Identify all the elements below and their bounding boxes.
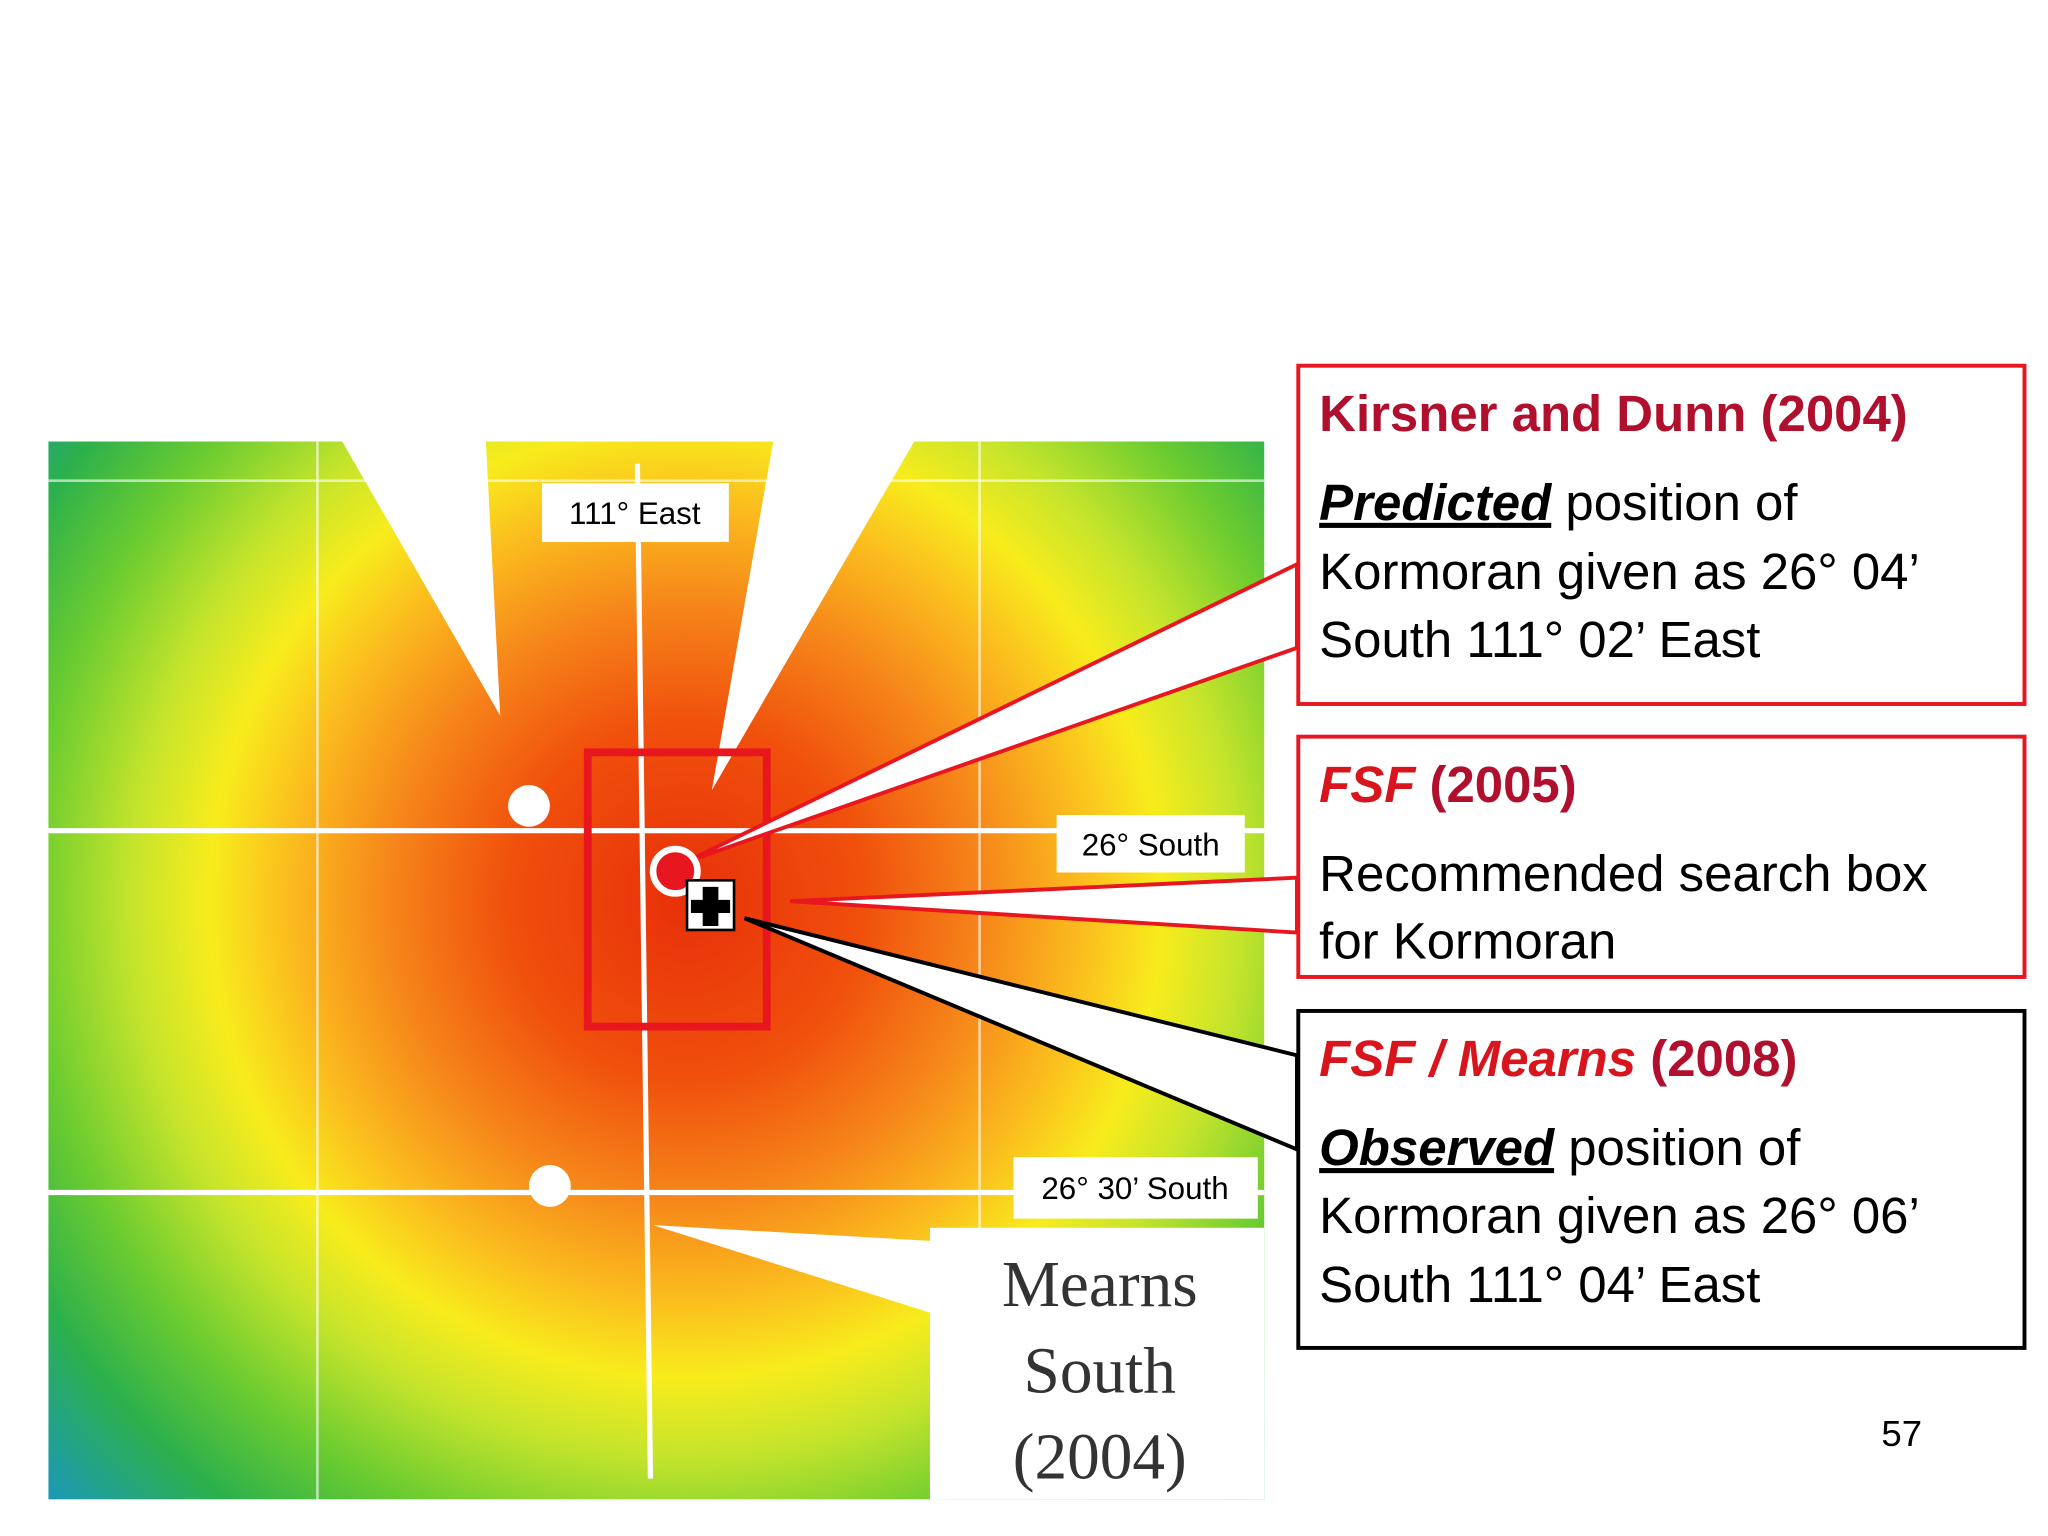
map-label: 26° South — [1082, 828, 1220, 863]
label-box — [1056, 815, 1245, 873]
callout-text: Observed position of — [1319, 1119, 1801, 1176]
callout-text: Kormoran given as 26° 06’ — [1319, 1187, 1920, 1244]
search-box — [583, 748, 771, 1031]
map-label: 111° East — [569, 496, 701, 531]
credit: South — [1024, 1335, 1176, 1407]
callout-text: for Kormoran — [1319, 913, 1616, 970]
callout-box — [1296, 363, 2027, 706]
credit: (2004) — [1013, 1422, 1187, 1494]
callout-box — [1296, 734, 2027, 979]
observed-position — [685, 879, 736, 932]
grid — [48, 441, 1265, 1500]
credit-area — [929, 1227, 1265, 1500]
emphasis: Predicted — [1319, 474, 1552, 531]
label-box — [542, 483, 729, 543]
wedge — [711, 441, 915, 791]
heat-map — [48, 441, 1265, 1500]
wedge — [653, 1225, 930, 1313]
credit: Mearns — [1002, 1249, 1198, 1321]
callout-text: Recommended search box — [1319, 845, 1928, 902]
title: (2008) — [1636, 1030, 1797, 1087]
emphasis: Observed — [1319, 1119, 1555, 1176]
map-label: 26° 30’ South — [1041, 1171, 1228, 1206]
callout-text: South 111° 02’ East — [1319, 611, 1760, 668]
callout-box — [1296, 1008, 2027, 1350]
marker — [528, 1165, 571, 1207]
marker — [508, 784, 550, 827]
line: position of — [1551, 474, 1798, 531]
title-emphasis: FSF — [1319, 756, 1417, 813]
line: position of — [1554, 1119, 1801, 1176]
callout-title: Kirsner and Dunn (2004) — [1319, 385, 1908, 442]
label-box — [1013, 1157, 1258, 1219]
callout-text: Kormoran given as 26° 04’ — [1319, 543, 1920, 600]
callout-title: FSF / Mearns (2008) — [1319, 1030, 1797, 1087]
callout-title: FSF (2005) — [1319, 756, 1577, 813]
page-number: 57 — [1881, 1413, 1922, 1454]
title-emphasis: FSF / Mearns — [1319, 1030, 1636, 1087]
callout-text: South 111° 04’ East — [1319, 1256, 1760, 1313]
title: (2005) — [1415, 756, 1576, 813]
callout-text: Predicted position of — [1319, 474, 1798, 531]
